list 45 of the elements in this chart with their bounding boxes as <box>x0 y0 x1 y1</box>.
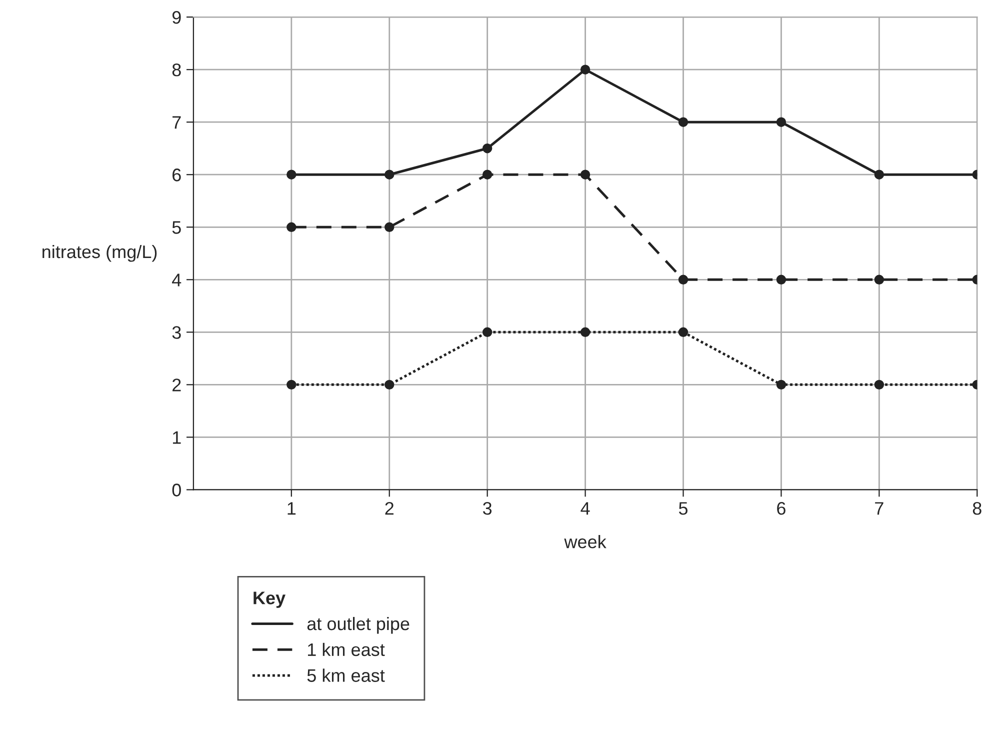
y-tick-label: 6 <box>172 168 181 182</box>
point <box>286 170 296 180</box>
x-tick-label: 3 <box>483 502 492 515</box>
x-tick-label: 6 <box>777 502 786 515</box>
x-tick-label: 2 <box>385 502 394 515</box>
y-tick-label: 4 <box>172 274 182 286</box>
x-tick-label: 4 <box>580 502 590 515</box>
legend-label: at outlet pipe <box>307 616 410 634</box>
x-tick-label: 5 <box>678 502 688 515</box>
point <box>678 274 688 285</box>
legend-label: 1 km east <box>308 642 385 656</box>
x-axis-title: week <box>564 535 606 548</box>
x-tick-label: 8 <box>972 502 982 515</box>
x-tick-label: 1 <box>288 502 296 515</box>
point <box>384 222 394 232</box>
legend-title: Key <box>254 592 286 608</box>
point <box>286 380 296 390</box>
y-tick-label: 7 <box>172 116 181 129</box>
point <box>580 64 590 74</box>
point <box>678 327 688 338</box>
point <box>482 170 492 180</box>
point <box>678 117 688 127</box>
y-tick-label: 9 <box>172 11 181 24</box>
y-tick-label: 3 <box>172 326 181 339</box>
point <box>776 117 786 127</box>
x-tick-label: 7 <box>875 502 884 515</box>
point <box>776 380 786 390</box>
point <box>874 380 884 390</box>
point <box>874 274 884 285</box>
point <box>384 170 394 180</box>
legend-label: 5 km east <box>307 668 385 682</box>
y-tick-label: 5 <box>172 221 181 234</box>
point <box>384 380 394 390</box>
point <box>776 274 786 285</box>
y-tick-label: 8 <box>172 64 181 76</box>
point <box>286 222 296 232</box>
y-axis-title: nitrates (mg/L) <box>42 244 157 262</box>
point <box>874 170 884 180</box>
y-tick-label: 2 <box>172 378 181 392</box>
point <box>580 170 590 180</box>
point <box>482 143 492 154</box>
point <box>482 327 492 338</box>
y-tick-label: 1 <box>172 431 181 444</box>
point <box>580 327 590 338</box>
y-tick-label: 0 <box>172 484 181 496</box>
